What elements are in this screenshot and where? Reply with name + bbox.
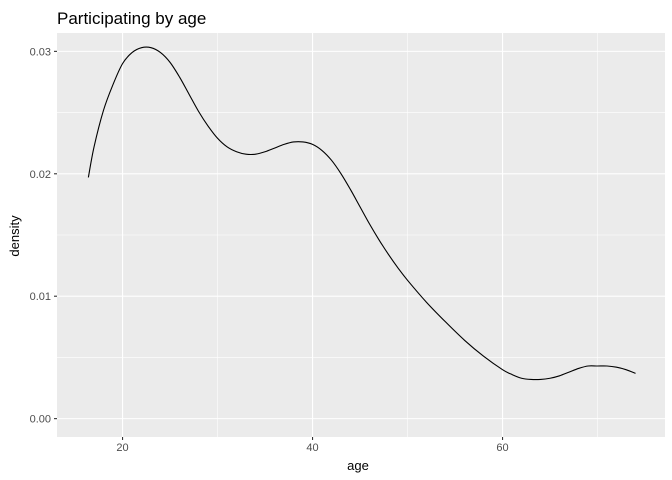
major-gridlines bbox=[57, 33, 665, 437]
y-tick-label: 0.02 bbox=[30, 169, 51, 181]
chart-title: Participating by age bbox=[57, 9, 206, 28]
y-axis-ticks: 0.00 0.01 0.02 0.03 bbox=[30, 46, 57, 426]
x-tick-label: 60 bbox=[496, 442, 508, 454]
y-tick-label: 0.03 bbox=[30, 46, 51, 58]
x-tick-label: 40 bbox=[306, 442, 318, 454]
y-tick-label: 0.01 bbox=[30, 291, 51, 303]
y-tick-label: 0.00 bbox=[30, 414, 51, 426]
density-line bbox=[87, 46, 636, 381]
x-axis-title: age bbox=[347, 458, 369, 473]
y-axis-title: density bbox=[7, 215, 22, 257]
x-axis-ticks: 20 40 60 bbox=[116, 437, 509, 454]
x-tick-label: 20 bbox=[116, 442, 128, 454]
minor-gridlines bbox=[57, 33, 665, 437]
